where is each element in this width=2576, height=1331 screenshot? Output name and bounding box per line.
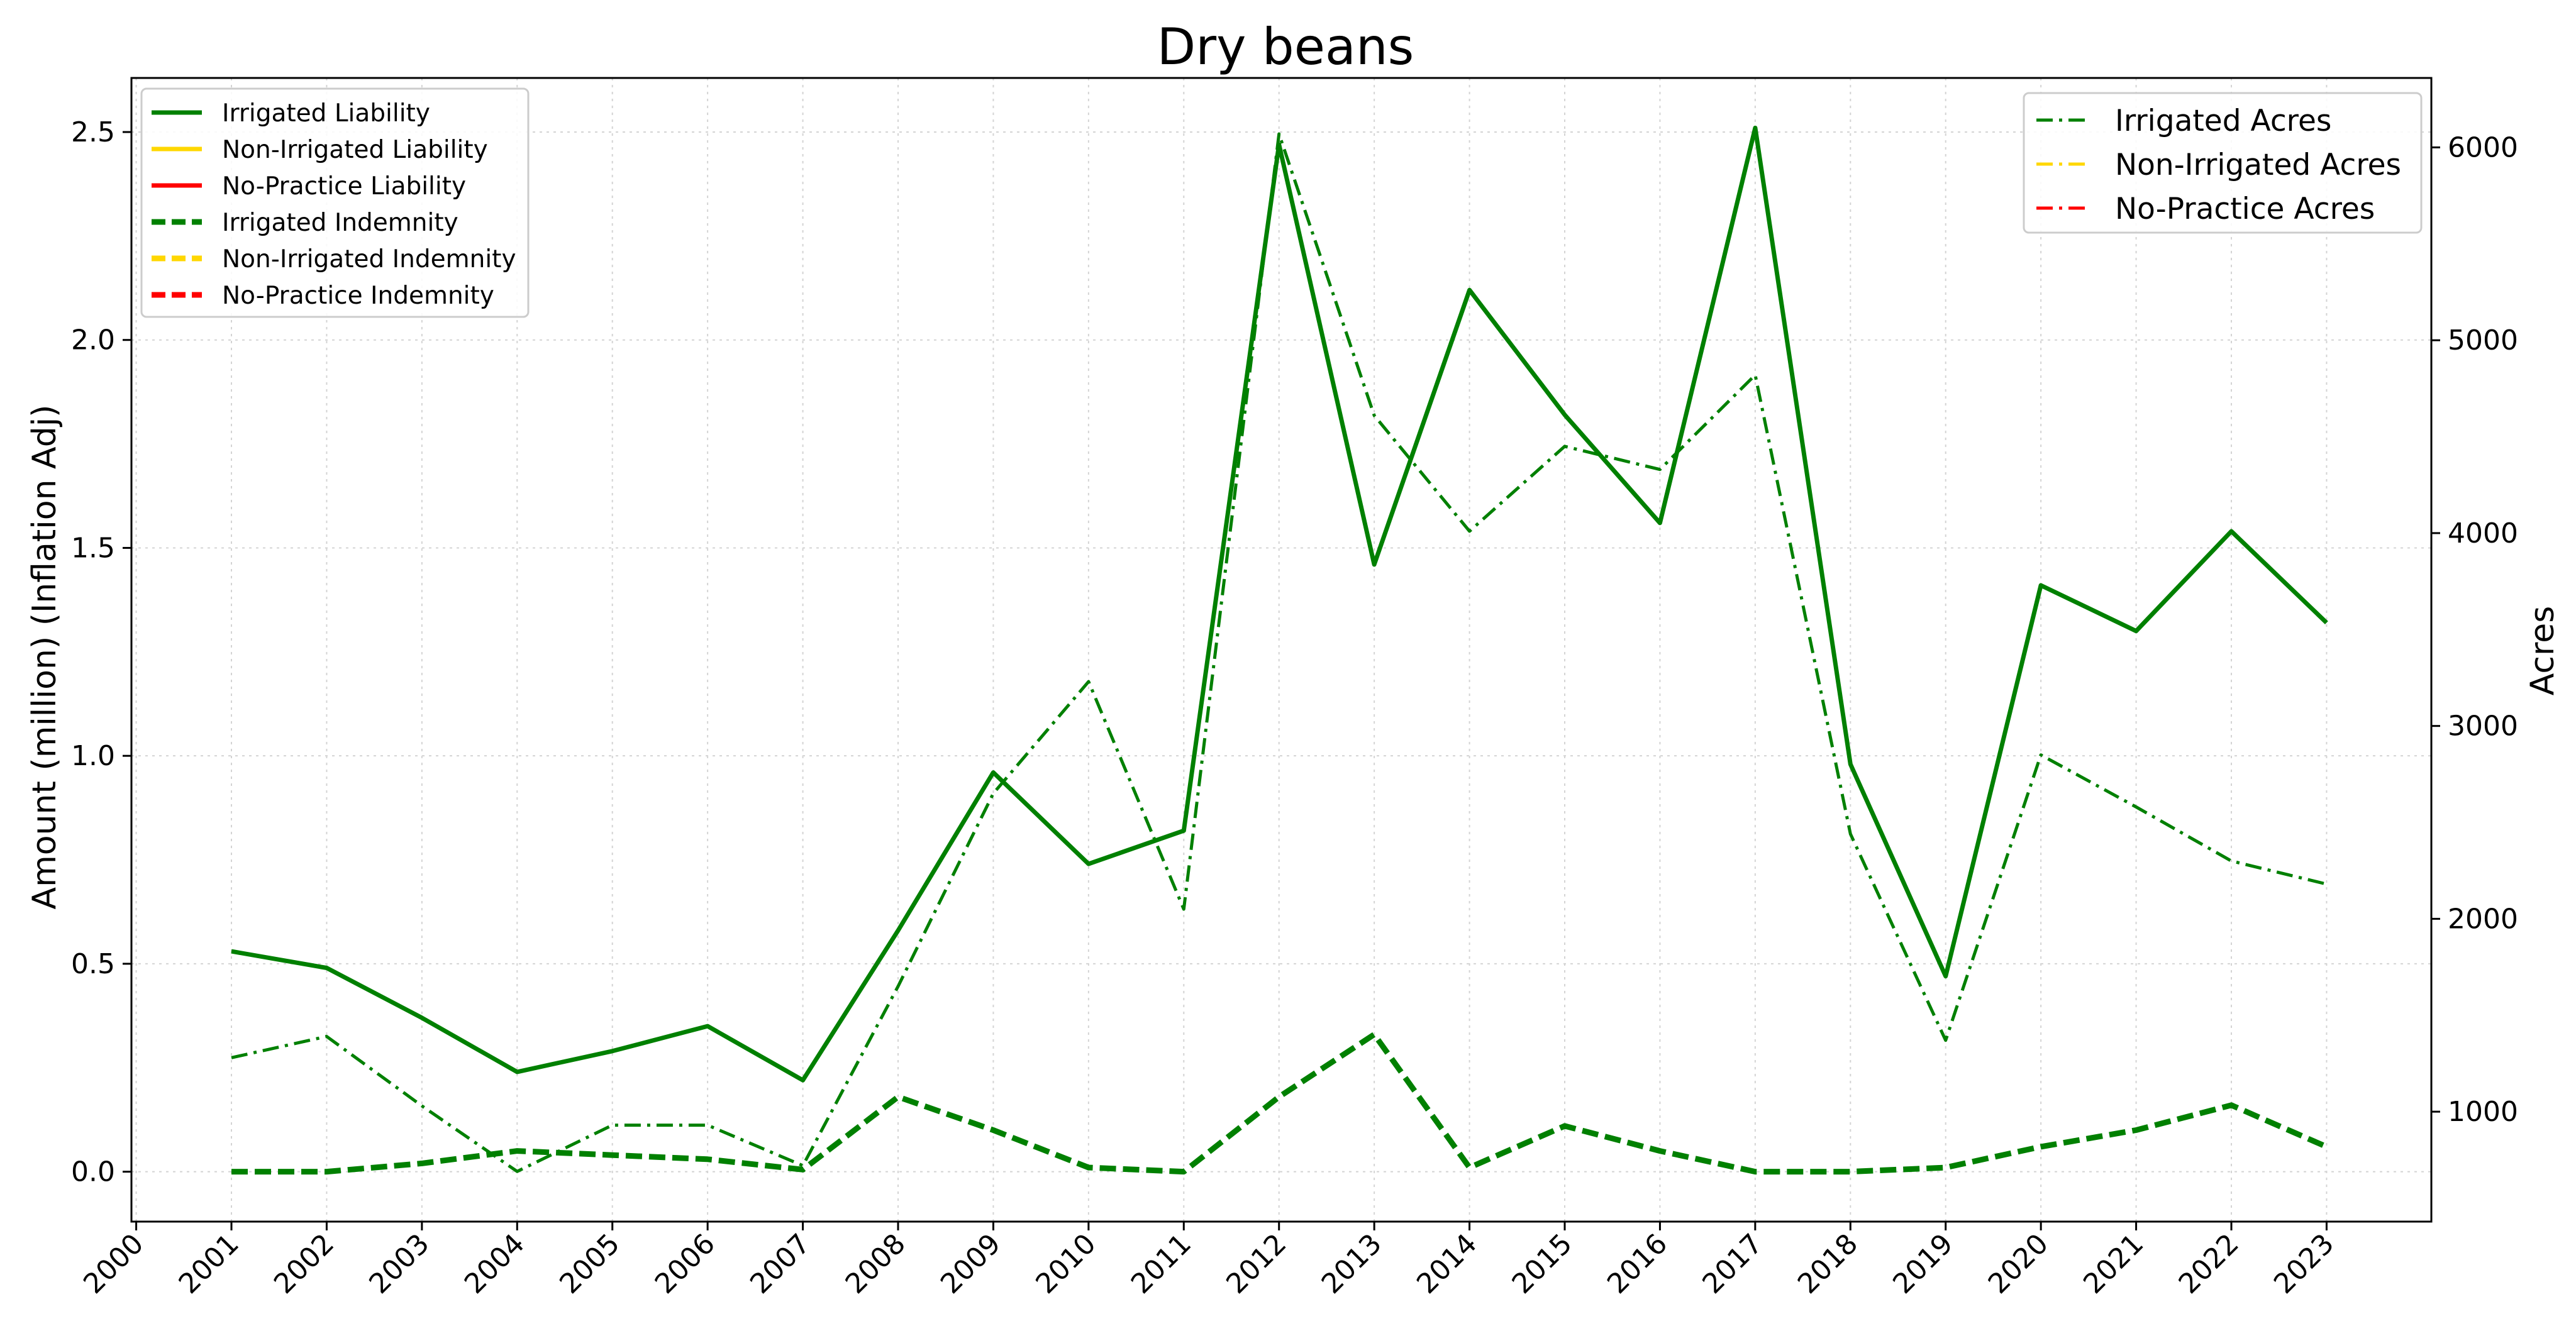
- legend-right-label: Irrigated Acres: [2115, 104, 2331, 138]
- legend-right: Irrigated Acres Non-Irrigated Acres No-Pra…: [2023, 92, 2423, 234]
- plot-area: [130, 77, 2433, 1223]
- chart-title: Dry beans: [1157, 18, 1414, 76]
- y2-tick-label: 3000: [2448, 710, 2518, 743]
- legend-left: Irrigated Liability Non-Irrigated Liabili…: [140, 87, 530, 318]
- y-axis: 0.0 0.5 1.0 1.5 2.0 2.5: [71, 116, 131, 1188]
- y-axis-label: Amount (million) (Inflation Adj): [26, 405, 64, 910]
- series-layer: [231, 125, 2328, 1175]
- y-tick-label: 0.5: [71, 948, 115, 980]
- y-tick-label: 1.0: [71, 740, 115, 772]
- y2-tick-label: 5000: [2448, 324, 2518, 356]
- y2-axis: 1000 2000 3000 4000 5000 6000: [2431, 131, 2518, 1128]
- y2-tick-label: 6000: [2448, 131, 2518, 163]
- y2-axis-label: Acres: [2524, 606, 2562, 696]
- legend-left-label: No-Practice Indemnity: [222, 282, 494, 310]
- y-tick-label: 0.0: [71, 1156, 115, 1188]
- grid: [131, 78, 2431, 1222]
- series-irrigated-liability: [231, 125, 2328, 1083]
- y2-tick-label: 2000: [2448, 903, 2518, 935]
- legend-left-label: No-Practice Liability: [222, 172, 466, 201]
- legend-right-label: No-Practice Acres: [2115, 192, 2375, 226]
- series-irrigated-indemnity: [231, 1031, 2328, 1175]
- y-tick-label: 1.5: [71, 532, 115, 564]
- y-tick-label: 2.0: [71, 324, 115, 356]
- legend-left-label: Non-Irrigated Liability: [222, 136, 488, 164]
- legend-right-label: Non-Irrigated Acres: [2115, 148, 2401, 182]
- series-irrigated-acres: [231, 132, 2327, 1173]
- legend-right-frame: [2023, 92, 2423, 234]
- legend-left-label: Non-Irrigated Indemnity: [222, 245, 516, 273]
- legend-left-label: Irrigated Liability: [222, 99, 430, 128]
- y2-tick-label: 1000: [2448, 1096, 2518, 1128]
- legend-left-label: Irrigated Indemnity: [222, 209, 458, 237]
- y2-tick-label: 4000: [2448, 517, 2518, 550]
- y-tick-label: 2.5: [71, 116, 115, 148]
- legend-left-frame: [140, 87, 530, 318]
